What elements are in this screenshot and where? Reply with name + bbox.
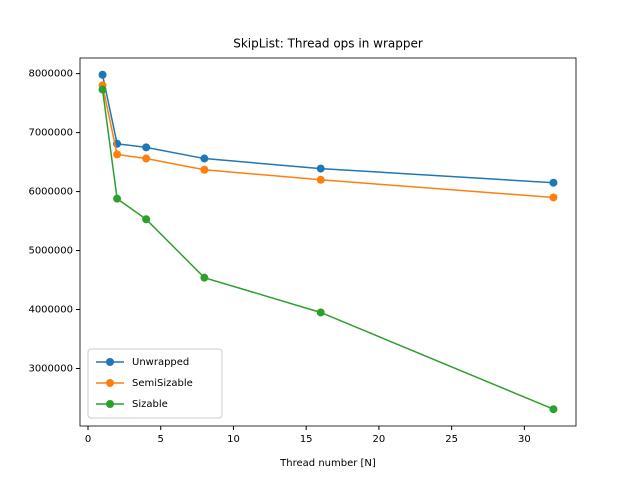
- data-point: [200, 154, 209, 163]
- data-point: [113, 194, 122, 203]
- x-tick-label: 25: [445, 434, 458, 445]
- plot-frame: [79, 57, 577, 427]
- legend-label: Sizable: [132, 399, 168, 410]
- data-point: [142, 143, 151, 152]
- data-point: [316, 164, 325, 173]
- x-tick-label: 20: [373, 434, 386, 445]
- data-point: [142, 154, 151, 163]
- y-tick-label: 3000000: [28, 364, 73, 375]
- legend-label: Unwrapped: [132, 357, 189, 368]
- data-point: [549, 405, 558, 414]
- legend-label: SemiSizable: [132, 378, 193, 389]
- data-point: [98, 85, 107, 94]
- data-point: [98, 70, 107, 79]
- y-tick-label: 6000000: [28, 187, 73, 198]
- data-point: [549, 178, 558, 187]
- legend-marker: [106, 379, 114, 387]
- y-tick-label: 7000000: [28, 128, 73, 139]
- legend-marker: [106, 358, 114, 366]
- data-point: [549, 193, 558, 202]
- x-tick-label: 15: [300, 434, 313, 445]
- series-line: [101, 85, 554, 199]
- x-tick-label: 5: [158, 434, 164, 445]
- data-point: [113, 150, 122, 159]
- legend-box: [87, 348, 223, 419]
- y-tick-label: 8000000: [28, 69, 73, 80]
- x-axis-label: Thread number [N]: [279, 458, 376, 469]
- y-tick-label: 5000000: [28, 246, 73, 257]
- data-point: [316, 308, 325, 317]
- data-point: [200, 273, 209, 282]
- series-line: [101, 89, 554, 410]
- data-point: [200, 165, 209, 174]
- y-tick-label: 4000000: [28, 305, 73, 316]
- data-point: [316, 175, 325, 184]
- series-line: [101, 74, 554, 184]
- x-tick-label: 30: [518, 434, 531, 445]
- chart-title: SkipList: Thread ops in wrapper: [233, 37, 423, 51]
- x-tick-label: 0: [85, 434, 91, 445]
- x-tick-label: 10: [227, 434, 240, 445]
- data-point: [142, 215, 151, 224]
- legend-marker: [106, 400, 114, 408]
